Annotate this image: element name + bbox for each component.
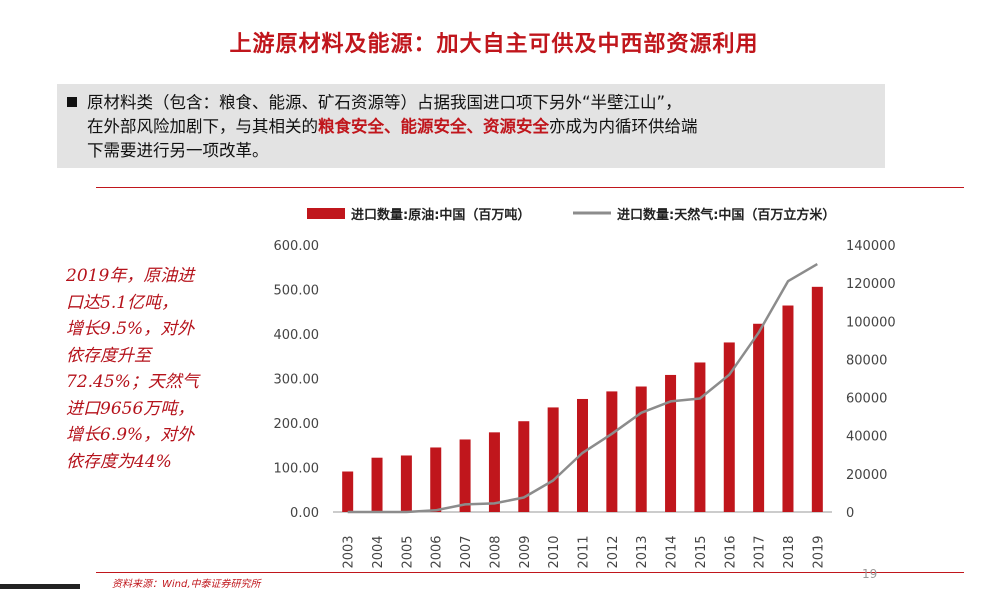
x-tick-label: 2014 (665, 535, 680, 568)
oil-bar (694, 362, 706, 512)
right-tick-label: 60000 (846, 392, 887, 407)
oil-bar (723, 342, 735, 512)
x-tick-label: 2010 (547, 535, 562, 568)
gas-line (347, 263, 818, 514)
x-tick-label: 2005 (400, 535, 415, 568)
left-tick-label: 600.00 (274, 239, 320, 254)
left-tick-label: 500.00 (274, 284, 320, 299)
x-tick-label: 2003 (342, 535, 357, 568)
legend-bar-swatch (307, 208, 345, 219)
oil-bar (547, 407, 559, 512)
oil-bar (459, 439, 471, 512)
page-number: 19 (862, 567, 878, 581)
page-title: 上游原材料及能源：加大自主可供及中西部资源利用 (229, 32, 759, 57)
x-tick-label: 2006 (430, 535, 445, 568)
x-tick-label: 2019 (811, 535, 826, 568)
square-bullet-icon (67, 97, 77, 107)
right-tick-label: 80000 (846, 353, 887, 368)
right-tick-label: 40000 (846, 430, 887, 445)
oil-bar (811, 286, 823, 512)
oil-bar (488, 432, 500, 512)
oil-bar (606, 391, 618, 512)
summary-text-1: 原材料类（包含：粮食、能源、矿石资源等）占据我国进口项下另外“半壁江山”， (87, 93, 682, 112)
x-tick-label: 2013 (635, 535, 650, 568)
x-tick-label: 2012 (606, 535, 621, 568)
oil-bar (400, 455, 412, 512)
summary-text-2a: 在外部风险加剧下，与其相关的 (87, 117, 318, 136)
left-tick-label: 100.00 (274, 462, 320, 477)
source-note: 资料来源：Wind,中泰证券研究所 (112, 579, 261, 590)
footer-bar (0, 584, 80, 589)
x-tick-label: 2008 (488, 535, 503, 568)
x-tick-label: 2015 (694, 535, 709, 568)
left-tick-label: 0.00 (290, 506, 319, 521)
oil-bar (577, 398, 588, 512)
x-tick-label: 2016 (723, 535, 738, 568)
x-tick-label: 2011 (577, 535, 592, 568)
note-line: 依存度为44% (66, 451, 172, 472)
oil-bar (518, 421, 530, 512)
x-tick-label: 2004 (371, 535, 386, 568)
right-tick-label: 120000 (846, 277, 896, 292)
annotation-note: 2019年，原油进 口达5.1亿吨， 增长9.5%，对外 依存度升至 72.45… (66, 263, 226, 475)
x-tick-label: 2018 (782, 535, 797, 568)
top-divider (96, 187, 964, 188)
summary-line-1: 原材料类（包含：粮食、能源、矿石资源等）占据我国进口项下另外“半壁江山”， (67, 92, 682, 114)
oil-bar (430, 447, 442, 512)
oil-bar (753, 323, 765, 512)
left-tick-label: 400.00 (274, 328, 320, 343)
oil-bar (782, 305, 794, 512)
note-line: 72.45%；天然气 (66, 372, 199, 392)
right-tick-label: 140000 (846, 239, 896, 254)
left-tick-label: 200.00 (274, 417, 320, 432)
note-line: 增长9.5%，对外 (66, 319, 195, 339)
summary-line-3: 下需要进行另一项改革。 (87, 140, 269, 162)
x-tick-label: 2007 (459, 535, 474, 568)
summary-text-2b: 亦成为内循环供给端 (549, 117, 698, 136)
right-tick-label: 100000 (846, 315, 896, 330)
summary-line-2: 在外部风险加剧下，与其相关的粮食安全、能源安全、资源安全亦成为内循环供给端 (87, 116, 698, 138)
note-line: 进口9656万吨， (66, 398, 195, 419)
oil-bar (665, 374, 677, 512)
bottom-divider (96, 572, 964, 573)
note-line: 2019年，原油进 (66, 266, 195, 286)
x-tick-label: 2017 (753, 535, 768, 568)
legend-line-label: 进口数量:天然气:中国（百万立方米） (617, 207, 835, 223)
legend-bar-label: 进口数量:原油:中国（百万吨） (351, 207, 530, 223)
oil-bar (342, 471, 354, 512)
summary-text-3: 下需要进行另一项改革。 (87, 141, 269, 160)
note-line: 口达5.1亿吨， (66, 292, 179, 313)
x-tick-label: 2009 (518, 535, 533, 568)
summary-highlight: 粮食安全、能源安全、资源安全 (318, 117, 549, 136)
left-tick-label: 300.00 (274, 373, 320, 388)
summary-box: 原材料类（包含：粮食、能源、矿石资源等）占据我国进口项下另外“半壁江山”， 在外… (57, 84, 885, 168)
right-tick-label: 20000 (846, 468, 887, 483)
oil-bar (371, 457, 383, 512)
oil-bar (635, 386, 647, 512)
note-line: 增长6.9%，对外 (66, 425, 195, 445)
note-line: 依存度升至 (66, 345, 151, 366)
right-tick-label: 0 (846, 506, 854, 521)
